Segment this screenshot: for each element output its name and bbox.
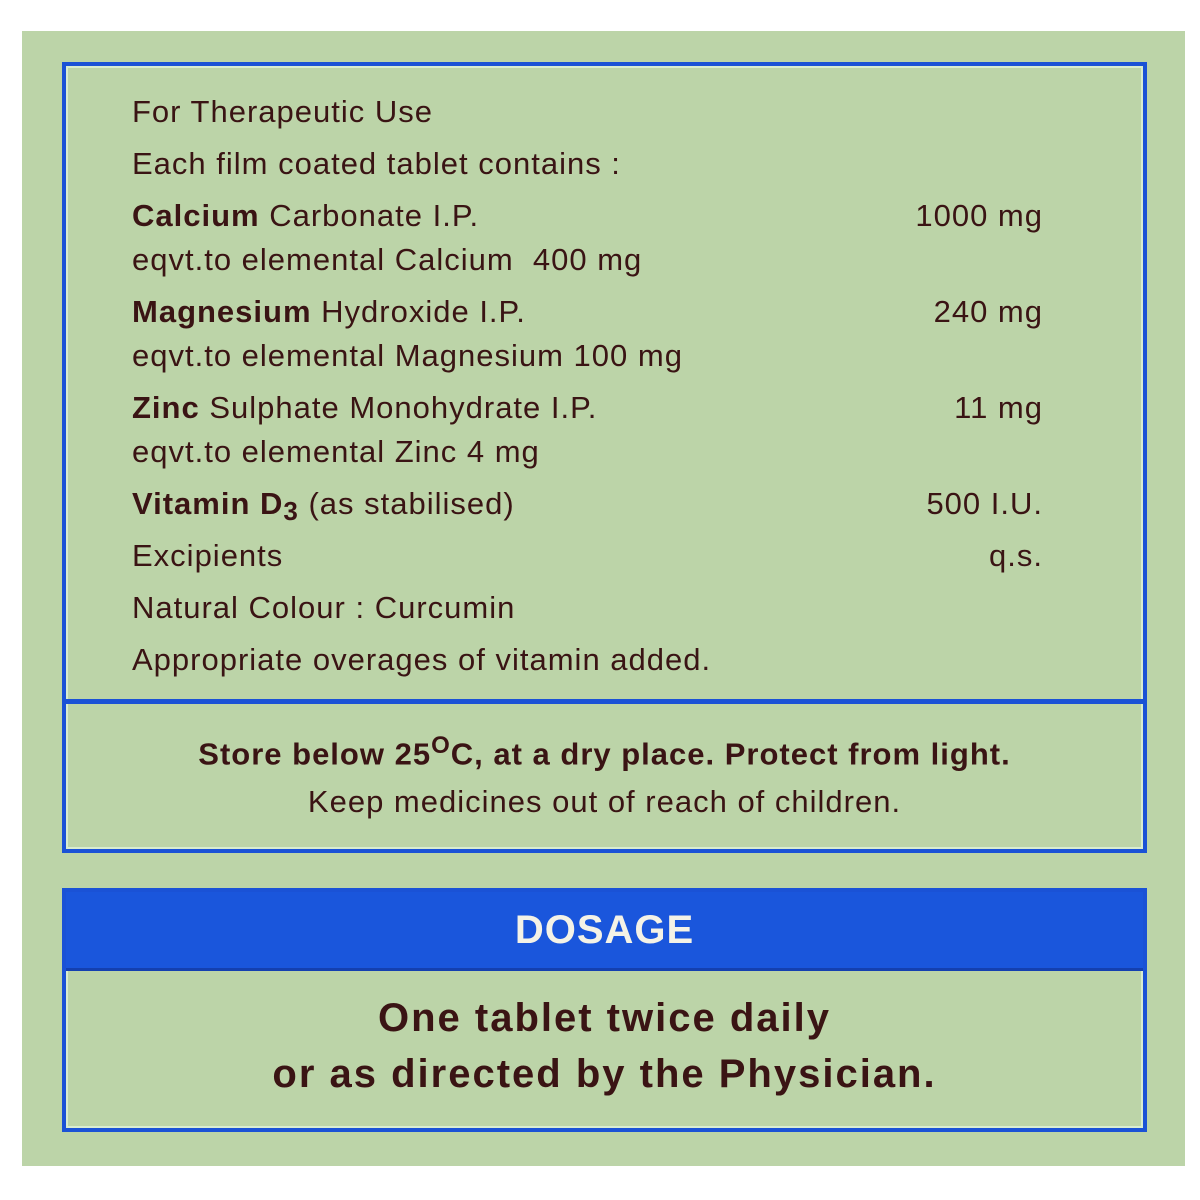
ingredient-name: Vitamin D	[132, 486, 284, 521]
intro-text: For Therapeutic Use	[132, 94, 433, 129]
storage-line-1: Store below 25OC, at a dry place. Protec…	[66, 732, 1143, 772]
storage-text: Store below 25	[198, 736, 432, 772]
divider	[62, 699, 1147, 704]
ingredient-name: Zinc	[132, 390, 200, 425]
equiv-zinc: eqvt.to elemental Zinc 4 mg	[132, 434, 540, 469]
ingredient-name: Calcium	[132, 198, 260, 233]
dosage-box: DOSAGE One tablet twice daily or as dire…	[62, 888, 1147, 1132]
subtitle-text: Each film coated tablet contains :	[132, 146, 621, 181]
dosage-line-2: or as directed by the Physician.	[272, 1052, 937, 1096]
ingredient-name: Magnesium	[132, 294, 312, 329]
ingredient-form: (as stabilised)	[298, 486, 515, 521]
ingredient-amount: 500 I.U.	[926, 486, 1043, 521]
composition-box	[62, 62, 1147, 853]
dosage-header: DOSAGE	[66, 892, 1143, 971]
ingredient-calcium: Calcium Carbonate I.P. 1000 mg	[132, 196, 1043, 236]
ingredient-amount: 1000 mg	[915, 198, 1043, 233]
degree-sup: O	[431, 732, 451, 759]
ingredient-zinc: Zinc Sulphate Monohydrate I.P. 11 mg	[132, 388, 1043, 428]
ingredient-amount: 240 mg	[933, 294, 1043, 329]
excipients-row: Excipients q.s.	[132, 536, 1043, 576]
subscript: 3	[283, 496, 299, 526]
ingredient-amount: 11 mg	[954, 390, 1043, 425]
excipients-label: Excipients	[132, 538, 284, 573]
ingredient-form: Sulphate Monohydrate I.P.	[199, 390, 598, 425]
equiv-calcium: eqvt.to elemental Calcium 400 mg	[132, 242, 643, 277]
overages-text: Appropriate overages of vitamin added.	[132, 642, 712, 677]
storage-line-2: Keep medicines out of reach of children.	[307, 784, 902, 819]
colour-text: Natural Colour : Curcumin	[132, 590, 516, 625]
ingredient-form: Carbonate I.P.	[259, 198, 480, 233]
package-panel	[22, 31, 1185, 1166]
dosage-line-1: One tablet twice daily	[377, 996, 831, 1040]
excipients-amount: q.s.	[989, 538, 1043, 573]
ingredient-form: Hydroxide I.P.	[311, 294, 526, 329]
storage-text: C, at a dry place. Protect from light.	[450, 736, 1011, 772]
ingredient-vitamin-d3: Vitamin D3 (as stabilised) 500 I.U.	[132, 484, 1043, 531]
ingredient-magnesium: Magnesium Hydroxide I.P. 240 mg	[132, 292, 1043, 332]
dosage-title: DOSAGE	[514, 908, 695, 952]
equiv-magnesium: eqvt.to elemental Magnesium 100 mg	[132, 338, 683, 373]
